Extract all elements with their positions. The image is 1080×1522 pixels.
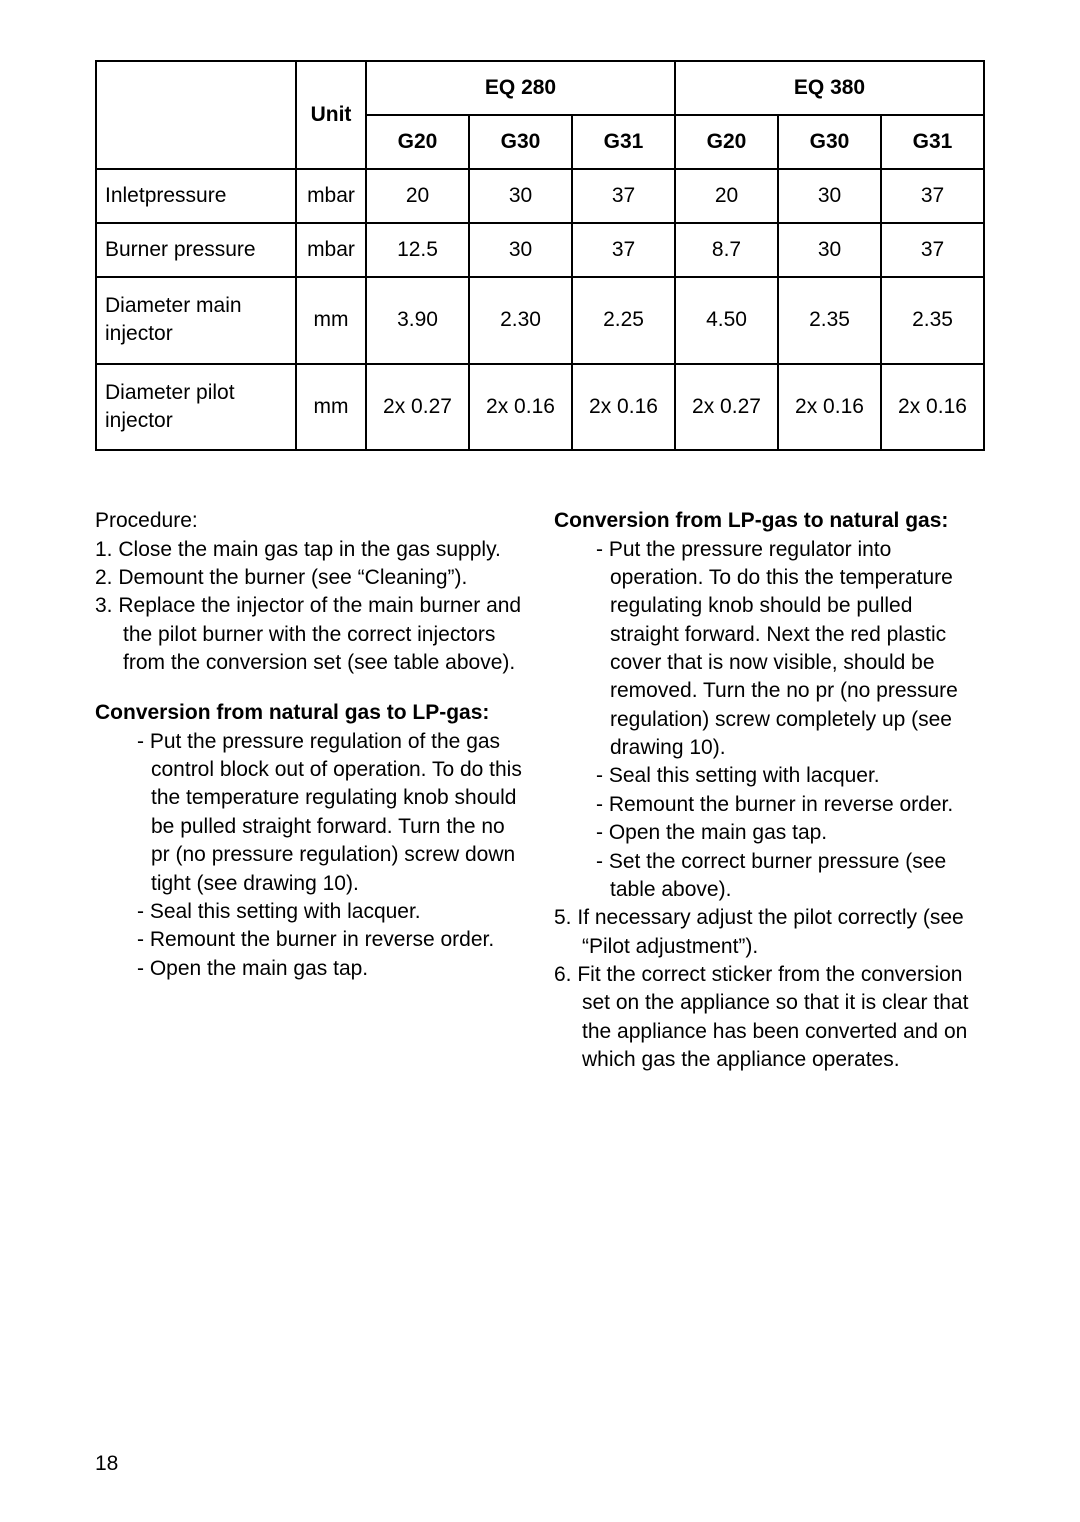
table-cell: 4.50 <box>675 277 778 364</box>
table-row: Inletpressure mbar 20 30 37 20 30 37 <box>96 169 984 223</box>
table-cell: 2x 0.16 <box>778 364 881 451</box>
list-item: Seal this setting with lacquer. <box>95 898 526 926</box>
list-item: Remount the burner in reverse order. <box>554 791 985 819</box>
table-cell: 20 <box>366 169 469 223</box>
table-gas-header: G30 <box>469 115 572 169</box>
conversion-lp-to-nat-list: Put the pressure regulator into operatio… <box>554 536 985 904</box>
table-row-label: Diameter pilot injector <box>96 364 296 451</box>
table-cell: 2x 0.16 <box>572 364 675 451</box>
table-cell: 12.5 <box>366 223 469 277</box>
table-cell: 30 <box>469 223 572 277</box>
table-cell: 30 <box>469 169 572 223</box>
list-item: Remount the burner in reverse order. <box>95 926 526 954</box>
table-row-unit: mm <box>296 364 366 451</box>
table-cell: 8.7 <box>675 223 778 277</box>
list-item-text: Seal this setting with lacquer. <box>150 900 421 923</box>
list-item-text: Replace the injector of the main burner … <box>118 594 521 674</box>
list-item-text: Remount the burner in reverse order. <box>609 793 953 816</box>
list-item-text: Remount the burner in reverse order. <box>150 928 494 951</box>
table-cell: 37 <box>881 223 984 277</box>
list-item: 6. Fit the correct sticker from the conv… <box>554 961 985 1074</box>
table-row-label: Diameter main injector <box>96 277 296 364</box>
heading-colon: : <box>941 509 948 532</box>
list-item-text: If necessary adjust the pilot correctly … <box>577 906 963 957</box>
page-number: 18 <box>95 1452 118 1476</box>
table-row-label: Burner pressure <box>96 223 296 277</box>
list-item: Put the pressure regulation of the gas c… <box>95 728 526 898</box>
list-item-text: Demount the burner (see “Cleaning”). <box>118 566 467 589</box>
table-cell: 30 <box>778 169 881 223</box>
procedure-label: Procedure: <box>95 507 526 535</box>
document-page: Unit EQ 280 EQ 380 G20 G30 G31 G20 G30 G… <box>0 0 1080 1522</box>
table-row-unit: mbar <box>296 169 366 223</box>
table-cell: 2.30 <box>469 277 572 364</box>
list-item: 2. Demount the burner (see “Cleaning”). <box>95 564 526 592</box>
list-item-text: Open the main gas tap. <box>609 821 827 844</box>
table-gas-header: G20 <box>366 115 469 169</box>
list-item: Seal this setting with lacquer. <box>554 762 985 790</box>
table-unit-header: Unit <box>296 61 366 169</box>
list-item: Put the pressure regulator into operatio… <box>554 536 985 763</box>
list-item-text: Fit the correct sticker from the convers… <box>577 963 968 1071</box>
table-cell: 37 <box>881 169 984 223</box>
table-cell: 2.25 <box>572 277 675 364</box>
table-cell: 37 <box>572 169 675 223</box>
table-cell: 30 <box>778 223 881 277</box>
table-model-header: EQ 280 <box>366 61 675 115</box>
conversion-nat-to-lp-list: Put the pressure regulation of the gas c… <box>95 728 526 983</box>
list-item: 5. If necessary adjust the pilot correct… <box>554 904 985 961</box>
table-row: Diameter pilot injector mm 2x 0.27 2x 0.… <box>96 364 984 451</box>
list-item: Set the correct burner pressure (see tab… <box>554 848 985 905</box>
conversion-nat-to-lp-heading: Conversion from natural gas to LP-gas: <box>95 699 526 727</box>
table-cell: 20 <box>675 169 778 223</box>
table-cell: 2x 0.27 <box>675 364 778 451</box>
table-row-label: Inletpressure <box>96 169 296 223</box>
table-row: Diameter main injector mm 3.90 2.30 2.25… <box>96 277 984 364</box>
table-cell: 2.35 <box>881 277 984 364</box>
left-column: Procedure: 1. Close the main gas tap in … <box>95 507 526 1074</box>
procedure-list: 1. Close the main gas tap in the gas sup… <box>95 536 526 678</box>
right-column: Conversion from LP-gas to natural gas: P… <box>554 507 985 1074</box>
body-columns: Procedure: 1. Close the main gas tap in … <box>95 507 985 1074</box>
table-cell: 2x 0.27 <box>366 364 469 451</box>
list-item: 1. Close the main gas tap in the gas sup… <box>95 536 526 564</box>
list-item: Open the main gas tap. <box>95 955 526 983</box>
table-gas-header: G20 <box>675 115 778 169</box>
table-gas-header: G31 <box>572 115 675 169</box>
table-cell: 3.90 <box>366 277 469 364</box>
table-row: Burner pressure mbar 12.5 30 37 8.7 30 3… <box>96 223 984 277</box>
conversion-lp-to-nat-heading: Conversion from LP-gas to natural gas: <box>554 507 985 535</box>
list-item: 3. Replace the injector of the main burn… <box>95 592 526 677</box>
list-item-text: Put the pressure regulator into operatio… <box>609 538 958 759</box>
procedure-continued: 5. If necessary adjust the pilot correct… <box>554 904 985 1074</box>
heading-text: Conversion from LP-gas to natural gas <box>554 509 941 532</box>
table-cell: 2x 0.16 <box>469 364 572 451</box>
table-row-unit: mbar <box>296 223 366 277</box>
table-cell: 2x 0.16 <box>881 364 984 451</box>
list-item-text: Put the pressure regulation of the gas c… <box>150 730 522 895</box>
table-model-header: EQ 380 <box>675 61 984 115</box>
table-cell: 2.35 <box>778 277 881 364</box>
table-gas-header: G31 <box>881 115 984 169</box>
list-item-text: Open the main gas tap. <box>150 957 368 980</box>
table-cell: 37 <box>572 223 675 277</box>
list-item-text: Set the correct burner pressure (see tab… <box>609 850 946 901</box>
list-item: Open the main gas tap. <box>554 819 985 847</box>
spec-table: Unit EQ 280 EQ 380 G20 G30 G31 G20 G30 G… <box>95 60 985 451</box>
table-gas-header: G30 <box>778 115 881 169</box>
table-empty-header <box>96 61 296 169</box>
list-item-text: Close the main gas tap in the gas supply… <box>118 538 501 561</box>
list-item-text: Seal this setting with lacquer. <box>609 764 880 787</box>
table-row-unit: mm <box>296 277 366 364</box>
